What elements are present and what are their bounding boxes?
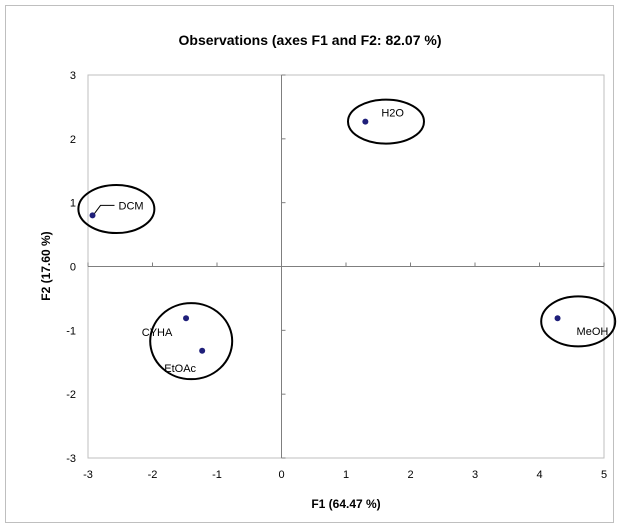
y-tick-label: -1 xyxy=(66,325,76,337)
point-label: MeOH xyxy=(577,326,609,338)
x-tick-label: 4 xyxy=(536,469,542,481)
y-tick-label: 0 xyxy=(70,262,76,274)
data-point xyxy=(362,118,369,125)
x-tick-label: 5 xyxy=(601,469,607,481)
axes xyxy=(87,74,605,459)
y-tick-labels: -3 -2 -1 0 1 2 3 xyxy=(66,70,76,465)
point-label: EtOAc xyxy=(164,363,196,375)
x-tick-label: 2 xyxy=(407,469,413,481)
ellipse-dcm xyxy=(77,184,156,235)
x-tick-label: -2 xyxy=(148,469,158,481)
x-tick-labels: -3 -2 -1 0 1 2 3 4 5 xyxy=(83,469,607,481)
chart-title: Observations (axes F1 and F2: 82.07 %) xyxy=(179,32,442,48)
data-point xyxy=(183,315,190,322)
ellipse-cyha-etoac xyxy=(149,302,234,381)
x-tick-label: -3 xyxy=(83,469,93,481)
data-point xyxy=(89,212,96,219)
point-label: DCM xyxy=(119,200,144,212)
y-tick-label: -3 xyxy=(66,453,76,465)
ellipse-h2o xyxy=(346,98,425,145)
y-tick-label: 1 xyxy=(70,198,76,210)
label-leader-line xyxy=(94,204,115,214)
cluster-ellipses xyxy=(77,98,617,381)
data-points: H2O DCM CYHA EtOAc MeOH xyxy=(89,108,609,375)
point-label: H2O xyxy=(381,108,404,120)
x-tick-label: 3 xyxy=(472,469,478,481)
x-tick-label: 0 xyxy=(278,469,284,481)
data-point xyxy=(554,315,561,322)
x-axis-title: F1 (64.47 %) xyxy=(311,497,380,511)
y-tick-label: 3 xyxy=(70,70,76,82)
y-axis-title: F2 (17.60 %) xyxy=(39,231,53,300)
y-tick-label: 2 xyxy=(70,134,76,146)
x-tick-label: 1 xyxy=(343,469,349,481)
chart-frame xyxy=(5,5,614,523)
point-label: CYHA xyxy=(142,327,173,339)
x-tick-label: -1 xyxy=(212,469,222,481)
ellipse-meoh xyxy=(540,295,617,348)
data-point xyxy=(199,347,206,354)
y-tick-label: -2 xyxy=(66,389,76,401)
